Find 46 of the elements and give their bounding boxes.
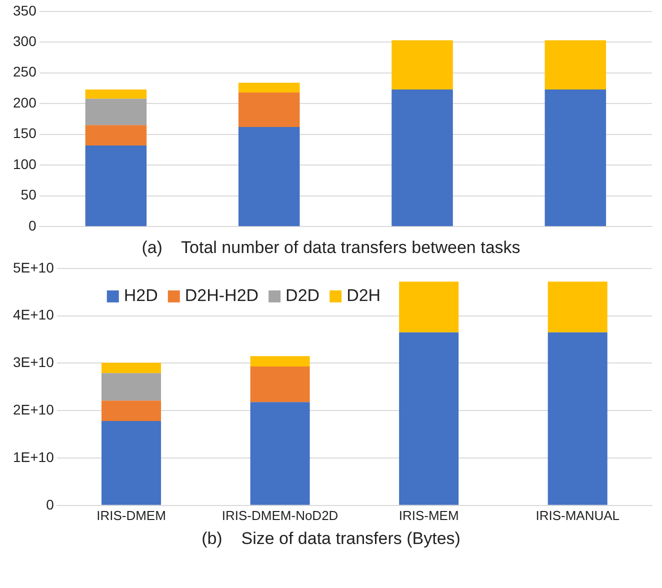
bar: [238, 82, 300, 93]
y-tick-label: 250: [13, 64, 37, 80]
y-tick-label: 0: [28, 217, 37, 234]
bar: [238, 126, 300, 226]
text: (a) Total number of data transfers between tasks: [141, 238, 521, 257]
y-tick-label: 50: [20, 186, 37, 203]
y-tick-label: 1E+10: [12, 448, 54, 465]
bar: [399, 332, 459, 505]
y-tick-label: 150: [13, 125, 37, 142]
x-tick-label: IRIS-DMEM: [96, 508, 166, 523]
bar: [250, 356, 310, 367]
bar: [238, 92, 300, 127]
y-tick-label: 2E+10: [12, 401, 54, 418]
bar: [102, 362, 162, 374]
bar: [250, 402, 310, 505]
legend-label: D2H-H2D: [184, 286, 259, 306]
bar: [102, 373, 162, 401]
x-tick-label: IRIS-MEM: [398, 508, 459, 523]
bar: [548, 332, 608, 505]
bar: [399, 282, 459, 332]
legend-label: D2D: [286, 286, 320, 306]
bar: [544, 40, 606, 90]
text: (b) Size of data transfers (Bytes): [200, 529, 462, 548]
bar: [250, 366, 310, 402]
bar: [544, 89, 606, 226]
legend-label: D2H: [346, 286, 381, 306]
bar: [85, 89, 147, 99]
y-tick-label: 4E+10: [12, 306, 54, 323]
bar: [102, 400, 162, 422]
y-tick-label: 5E+10: [12, 259, 54, 276]
y-tick-label: 300: [13, 33, 37, 49]
y-tick-label: 0: [46, 496, 54, 512]
y-tick-label: 3E+10: [12, 354, 54, 370]
bar: [85, 98, 147, 126]
bar: [102, 421, 162, 505]
x-tick-label: IRIS-MANUAL: [536, 508, 620, 523]
x-tick-label: IRIS-DMEM-NoD2D: [222, 508, 338, 523]
legend-label: H2D: [124, 286, 158, 306]
bar: [392, 40, 453, 90]
bar: [548, 282, 608, 332]
bar: [85, 145, 147, 226]
y-tick-label: 100: [13, 156, 37, 172]
y-tick-label: 350: [13, 2, 37, 18]
bar: [85, 125, 147, 146]
bar: [392, 89, 453, 226]
y-tick-label: 200: [13, 94, 37, 110]
